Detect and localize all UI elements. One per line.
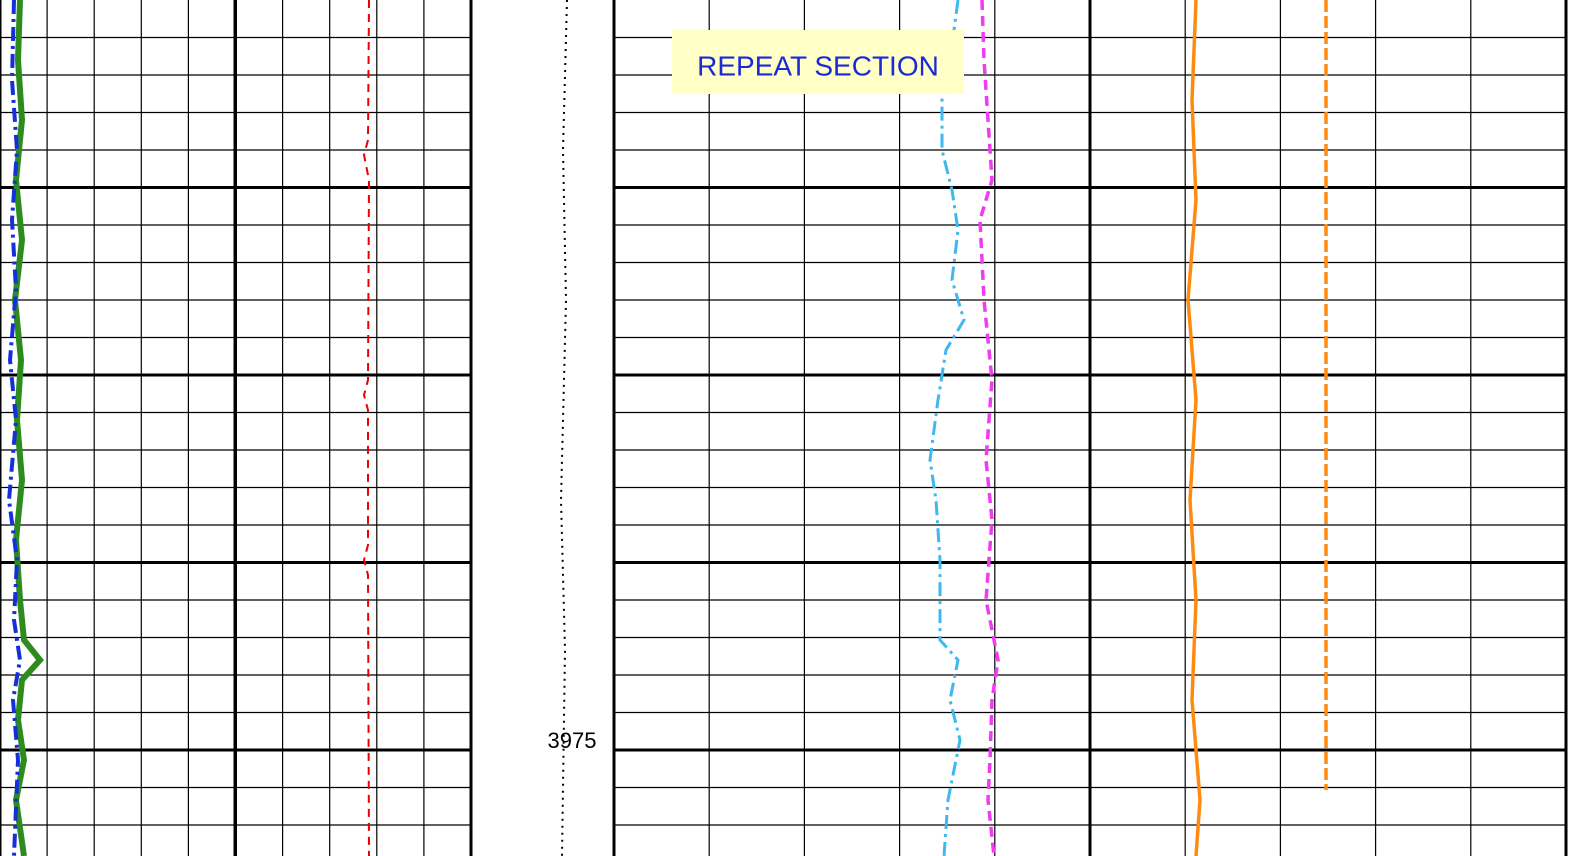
depth-label: 3975 bbox=[548, 728, 597, 753]
annotation-box bbox=[672, 30, 964, 94]
neutron-curve bbox=[978, 0, 1000, 856]
sp-curve bbox=[6, 0, 23, 856]
resistivity-curve bbox=[1186, 0, 1202, 856]
depth-curve bbox=[559, 0, 568, 856]
annotation: REPEAT SECTION bbox=[697, 50, 939, 81]
density-curve bbox=[928, 0, 966, 856]
caliper-curve bbox=[362, 0, 371, 856]
